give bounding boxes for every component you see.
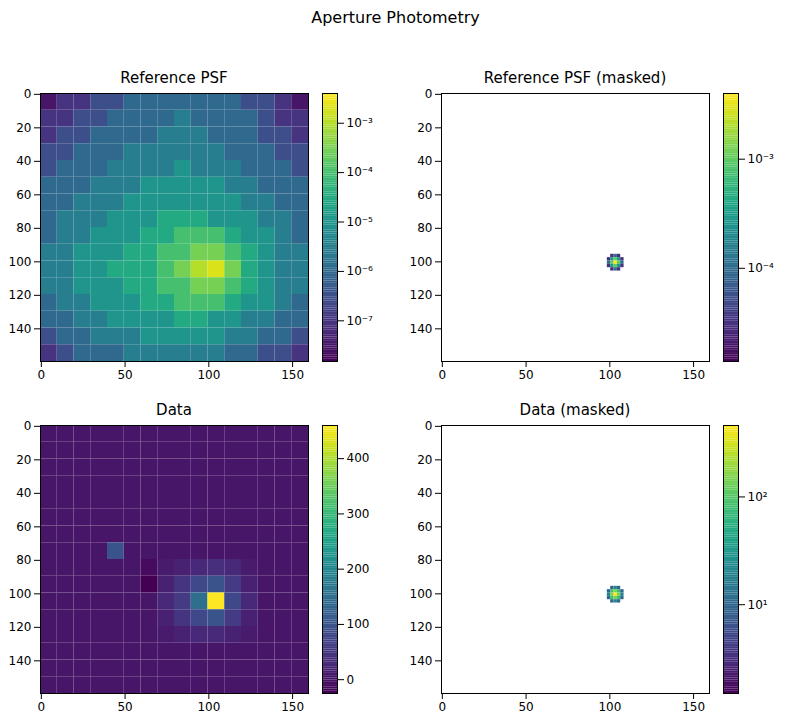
svg-text:0: 0 (439, 700, 447, 714)
svg-text:300: 300 (347, 507, 370, 521)
svg-text:20: 20 (16, 453, 31, 467)
svg-text:150: 150 (682, 700, 705, 714)
html-text:Data: Data (156, 401, 192, 419)
svg-text:60: 60 (16, 520, 31, 534)
svg-text:200: 200 (347, 562, 370, 576)
svg-text:140: 140 (410, 654, 433, 668)
svg-text:100: 100 (9, 587, 32, 601)
svg-text:10⁻³: 10⁻³ (748, 152, 775, 166)
svg-text:40: 40 (16, 486, 31, 500)
svg-text:100: 100 (410, 255, 433, 269)
svg-text:80: 80 (16, 553, 31, 567)
svg-text:50: 50 (117, 700, 132, 714)
svg-text:120: 120 (410, 620, 433, 634)
svg-text:10⁻⁴: 10⁻⁴ (748, 261, 775, 275)
svg-text:60: 60 (417, 188, 432, 202)
svg-text:50: 50 (518, 700, 533, 714)
svg-text:60: 60 (417, 520, 432, 534)
svg-text:80: 80 (417, 221, 432, 235)
html-text:Aperture Photometry: Aperture Photometry (311, 8, 480, 27)
svg-text:140: 140 (9, 654, 32, 668)
svg-text:10¹: 10¹ (748, 598, 768, 612)
svg-text:0: 0 (24, 420, 32, 433)
svg-text:10⁻⁴: 10⁻⁴ (347, 165, 374, 179)
svg-text:150: 150 (281, 700, 304, 714)
svg-text:0: 0 (425, 420, 433, 433)
svg-text:50: 50 (518, 368, 533, 382)
svg-text:150: 150 (281, 368, 304, 382)
svg-text:10⁻³: 10⁻³ (347, 116, 374, 130)
svg-text:140: 140 (9, 322, 32, 336)
svg-text:40: 40 (417, 154, 432, 168)
svg-text:100: 100 (598, 368, 621, 382)
svg-text:140: 140 (410, 322, 433, 336)
svg-text:100: 100 (598, 700, 621, 714)
svg-text:10⁻⁷: 10⁻⁷ (347, 314, 374, 328)
svg-text:0: 0 (347, 673, 355, 687)
svg-text:60: 60 (16, 188, 31, 202)
svg-text:100: 100 (9, 255, 32, 269)
svg-text:20: 20 (16, 121, 31, 135)
svg-text:10⁻⁶: 10⁻⁶ (347, 264, 374, 278)
svg-text:50: 50 (117, 368, 132, 382)
svg-text:400: 400 (347, 451, 370, 465)
svg-text:0: 0 (439, 368, 447, 382)
svg-text:20: 20 (417, 121, 432, 135)
html-text:Reference PSF: Reference PSF (120, 69, 228, 87)
svg-text:0: 0 (38, 368, 46, 382)
svg-text:100: 100 (410, 587, 433, 601)
svg-text:0: 0 (425, 88, 433, 101)
svg-text:80: 80 (16, 221, 31, 235)
svg-text:0: 0 (38, 700, 46, 714)
svg-text:0: 0 (24, 88, 32, 101)
svg-text:120: 120 (410, 288, 433, 302)
html-text:Reference PSF (masked): Reference PSF (masked) (483, 69, 667, 87)
svg-text:100: 100 (197, 368, 220, 382)
svg-text:10⁻⁵: 10⁻⁵ (347, 215, 374, 229)
svg-text:150: 150 (682, 368, 705, 382)
svg-text:120: 120 (9, 620, 32, 634)
svg-text:80: 80 (417, 553, 432, 567)
svg-text:100: 100 (347, 617, 370, 631)
svg-text:100: 100 (197, 700, 220, 714)
svg-text:120: 120 (9, 288, 32, 302)
svg-text:20: 20 (417, 453, 432, 467)
svg-text:40: 40 (417, 486, 432, 500)
svg-text:10²: 10² (748, 490, 768, 504)
html-text:Data (masked): Data (masked) (519, 401, 631, 419)
svg-text:40: 40 (16, 154, 31, 168)
